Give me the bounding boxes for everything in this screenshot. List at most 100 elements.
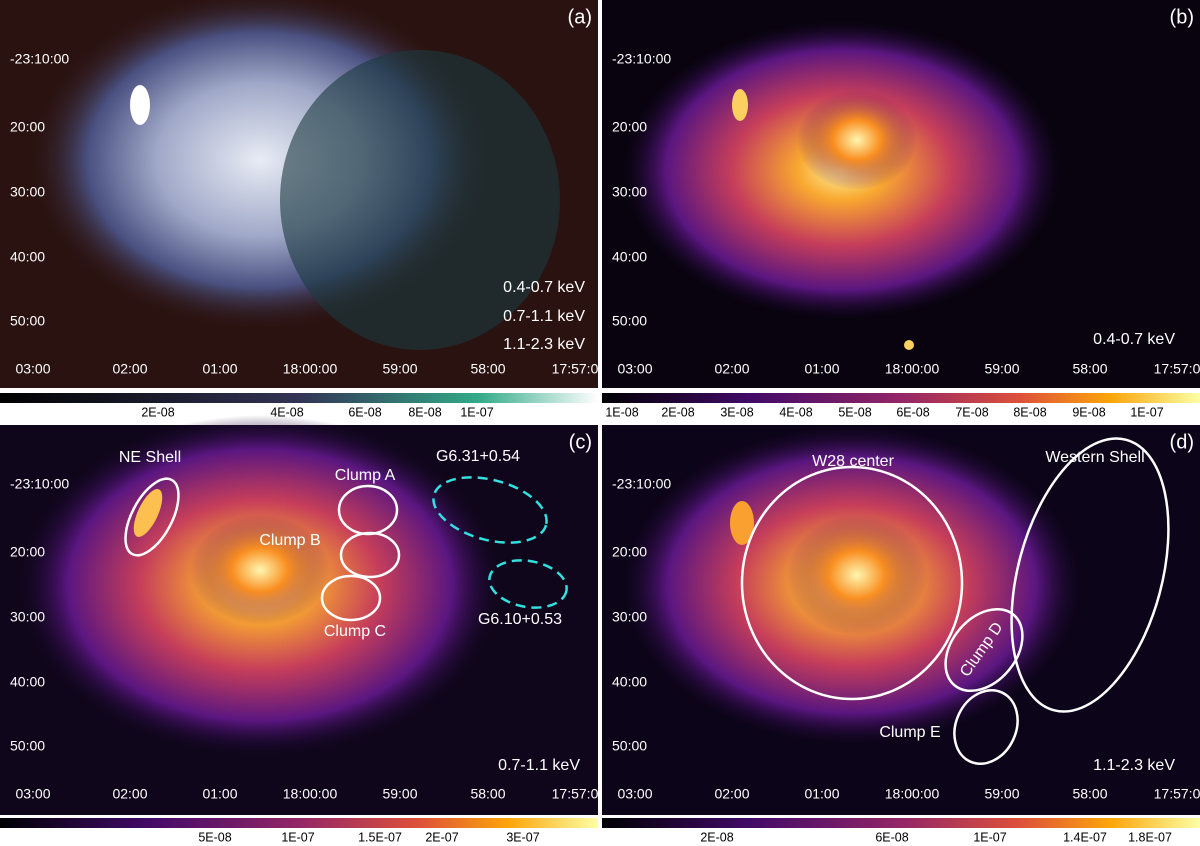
ra-tick-label: 17:57:0 bbox=[552, 786, 599, 802]
ra-tick-label: 59:00 bbox=[382, 786, 417, 802]
ra-tick-label: 18:00:00 bbox=[885, 361, 940, 377]
dec-tick-label: 30:00 bbox=[612, 184, 647, 200]
panel-d bbox=[602, 425, 1200, 828]
dec-tick-label: 50:00 bbox=[612, 738, 647, 754]
panel-label: (d) bbox=[1170, 431, 1194, 453]
colorbar-tick-label: 7E-08 bbox=[955, 405, 988, 419]
colorbar bbox=[0, 393, 598, 403]
dec-tick-label: 20:00 bbox=[10, 119, 45, 135]
dec-tick-label: 40:00 bbox=[10, 249, 45, 265]
ra-tick-label: 58:00 bbox=[1072, 361, 1107, 377]
panel-label: (b) bbox=[1170, 6, 1194, 28]
dec-tick-label: 50:00 bbox=[612, 313, 647, 329]
ra-tick-label: 01:00 bbox=[804, 786, 839, 802]
panel-label: (c) bbox=[569, 431, 592, 453]
colorbar-tick-label: 4E-08 bbox=[270, 405, 303, 419]
dec-tick-label: 30:00 bbox=[612, 609, 647, 625]
ra-tick-label: 03:00 bbox=[617, 786, 652, 802]
region-label: G6.10+0.53 bbox=[478, 611, 562, 628]
ra-tick-label: 01:00 bbox=[202, 786, 237, 802]
ra-tick-label: 18:00:00 bbox=[283, 786, 338, 802]
colorbar bbox=[0, 818, 598, 828]
region-label: Western Shell bbox=[1045, 449, 1144, 466]
colorbar-tick-label: 1E-07 bbox=[460, 405, 493, 419]
colorbar bbox=[602, 393, 1200, 403]
dec-tick-label: 50:00 bbox=[10, 738, 45, 754]
ra-tick-label: 02:00 bbox=[714, 786, 749, 802]
band-label: 0.4-0.7 keV bbox=[1093, 331, 1175, 348]
region-label: Clump C bbox=[324, 623, 386, 640]
colorbar-tick-label: 1E-08 bbox=[605, 405, 638, 419]
region-label: Clump B bbox=[259, 532, 320, 549]
region-label: Clump E bbox=[879, 724, 940, 741]
colorbar-tick-label: 2E-08 bbox=[700, 830, 733, 844]
ra-tick-label: 58:00 bbox=[470, 361, 505, 377]
band-label: 0.7-1.1 keV bbox=[498, 757, 580, 774]
dec-tick-label: 30:00 bbox=[10, 184, 45, 200]
panel-label: (a) bbox=[568, 6, 592, 28]
region-label: NE Shell bbox=[119, 449, 181, 466]
ra-tick-label: 17:57:0 bbox=[1154, 786, 1200, 802]
colorbar-tick-label: 5E-08 bbox=[198, 830, 231, 844]
dec-tick-label: 40:00 bbox=[10, 674, 45, 690]
colorbar-tick-label: 1E-07 bbox=[281, 830, 314, 844]
ra-tick-label: 59:00 bbox=[984, 361, 1019, 377]
band-label: 0.4-0.7 keV bbox=[503, 279, 585, 296]
colorbar-tick-label: 8E-08 bbox=[408, 405, 441, 419]
colorbar-tick-label: 1E-07 bbox=[973, 830, 1006, 844]
colorbar bbox=[602, 818, 1200, 828]
region-label: G6.31+0.54 bbox=[436, 448, 520, 465]
dec-tick-label: 40:00 bbox=[612, 674, 647, 690]
panel-c bbox=[0, 415, 598, 828]
band-label: 0.7-1.1 keV bbox=[503, 308, 585, 325]
colorbar-tick-label: 6E-08 bbox=[875, 830, 908, 844]
band-label: 1.1-2.3 keV bbox=[503, 336, 585, 353]
dec-tick-label: -23:10:00 bbox=[10, 51, 69, 67]
ra-tick-label: 02:00 bbox=[112, 786, 147, 802]
dec-tick-label: 20:00 bbox=[10, 544, 45, 560]
ra-tick-label: 58:00 bbox=[470, 786, 505, 802]
colorbar-tick-label: 2E-07 bbox=[425, 830, 458, 844]
ra-tick-label: 02:00 bbox=[112, 361, 147, 377]
region-label: Clump A bbox=[335, 467, 396, 484]
ra-tick-label: 59:00 bbox=[984, 786, 1019, 802]
ra-tick-label: 18:00:00 bbox=[885, 786, 940, 802]
colorbar-tick-label: 3E-08 bbox=[720, 405, 753, 419]
colorbar-tick-label: 1.8E-07 bbox=[1128, 830, 1172, 844]
band-label: 1.1-2.3 keV bbox=[1093, 757, 1175, 774]
colorbar-tick-label: 2E-08 bbox=[141, 405, 174, 419]
ra-tick-label: 01:00 bbox=[804, 361, 839, 377]
colorbar-tick-label: 6E-08 bbox=[348, 405, 381, 419]
ra-tick-label: 02:00 bbox=[714, 361, 749, 377]
ra-tick-label: 01:00 bbox=[202, 361, 237, 377]
panel-a bbox=[0, 0, 598, 403]
panel-b bbox=[602, 0, 1200, 403]
colorbar-tick-label: 1E-07 bbox=[1130, 405, 1163, 419]
ra-tick-label: 59:00 bbox=[382, 361, 417, 377]
dec-tick-label: 30:00 bbox=[10, 609, 45, 625]
colorbar-tick-label: 5E-08 bbox=[838, 405, 871, 419]
colorbar-tick-label: 1.5E-07 bbox=[358, 830, 402, 844]
dec-tick-label: -23:10:00 bbox=[10, 476, 69, 492]
colorbar-tick-label: 8E-08 bbox=[1013, 405, 1046, 419]
dec-tick-label: 50:00 bbox=[10, 313, 45, 329]
dec-tick-label: -23:10:00 bbox=[612, 51, 671, 67]
colorbar-tick-label: 6E-08 bbox=[896, 405, 929, 419]
dec-tick-label: 20:00 bbox=[612, 544, 647, 560]
colorbar-tick-label: 2E-08 bbox=[661, 405, 694, 419]
colorbar-tick-label: 4E-08 bbox=[779, 405, 812, 419]
region-label: W28 center bbox=[812, 453, 894, 470]
dec-tick-label: -23:10:00 bbox=[612, 476, 671, 492]
ra-tick-label: 03:00 bbox=[15, 786, 50, 802]
colorbar-tick-label: 9E-08 bbox=[1072, 405, 1105, 419]
ra-tick-label: 03:00 bbox=[15, 361, 50, 377]
ra-tick-label: 17:57:0 bbox=[1154, 361, 1200, 377]
dec-tick-label: 20:00 bbox=[612, 119, 647, 135]
dec-tick-label: 40:00 bbox=[612, 249, 647, 265]
ra-tick-label: 03:00 bbox=[617, 361, 652, 377]
ra-tick-label: 58:00 bbox=[1072, 786, 1107, 802]
ra-tick-label: 18:00:00 bbox=[283, 361, 338, 377]
ra-tick-label: 17:57:0 bbox=[552, 361, 599, 377]
